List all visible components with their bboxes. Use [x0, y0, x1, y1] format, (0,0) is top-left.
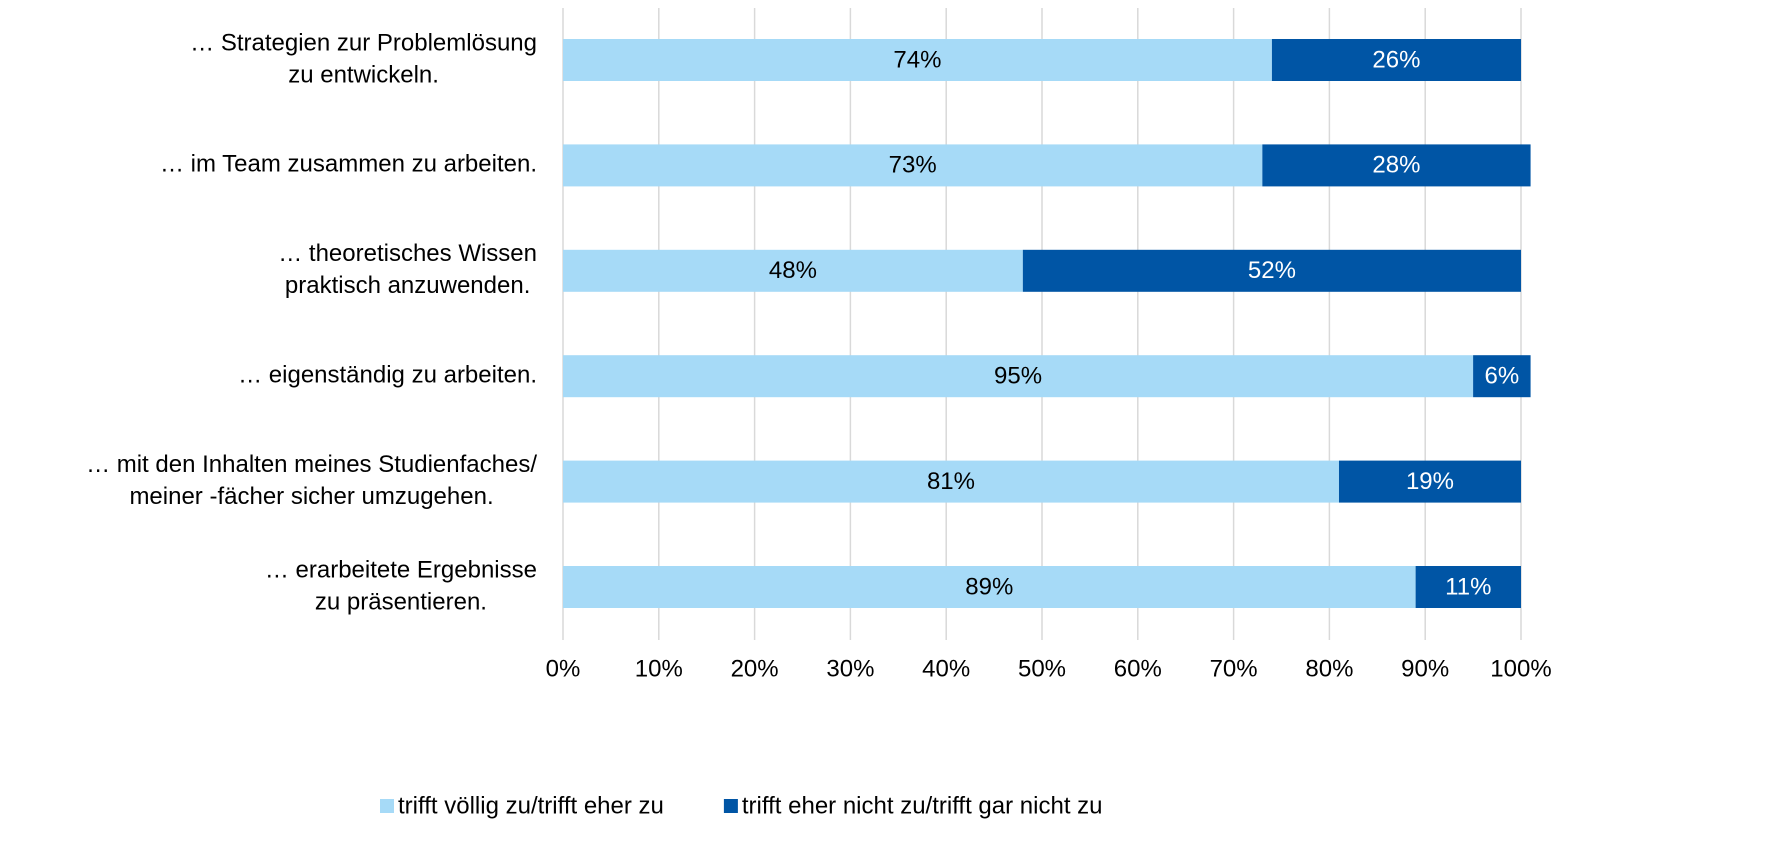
category-label-line: … im Team zusammen zu arbeiten. — [160, 151, 537, 178]
bar-segment — [563, 566, 1416, 608]
category-label-line: zu präsentieren. — [315, 588, 487, 615]
data-label: 95% — [994, 363, 1042, 390]
data-label: 26% — [1372, 46, 1420, 73]
data-label: 28% — [1372, 152, 1420, 179]
category-label: … theoretisches Wissen praktisch anzuwend… — [278, 240, 537, 299]
x-tick-label: 90% — [1401, 655, 1449, 682]
bar-segment — [1415, 566, 1521, 608]
bar-segment — [1271, 39, 1521, 81]
category-label-line: … theoretisches Wissen — [278, 240, 537, 267]
x-tick-label: 50% — [1018, 655, 1066, 682]
data-label: 89% — [965, 573, 1013, 600]
category-label: … erarbeitete Ergebnisse zu präsentieren. — [265, 556, 537, 615]
data-label: 48% — [769, 257, 817, 284]
category-label: … mit den Inhalten meines Studienfaches/… — [86, 451, 537, 510]
data-label: 6% — [1484, 363, 1519, 390]
data-label: 19% — [1406, 468, 1454, 495]
category-label-line: zu entwickeln. — [288, 61, 439, 88]
legend: trifft völlig zu/trifft eher zu trifft eh… — [380, 792, 1103, 819]
x-tick-label: 70% — [1210, 655, 1258, 682]
data-label: 74% — [893, 46, 941, 73]
bar-segment — [1338, 460, 1521, 503]
category-label-line: praktisch anzuwenden. — [285, 272, 530, 299]
x-tick-label: 80% — [1305, 655, 1353, 682]
bar-segment — [1473, 355, 1531, 398]
category-label-line: … mit den Inhalten meines Studienfaches/ — [86, 451, 537, 478]
x-tick-label: 60% — [1114, 655, 1162, 682]
x-tick-label: 10% — [635, 655, 683, 682]
x-tick-label: 20% — [731, 655, 779, 682]
data-label: 11% — [1445, 573, 1491, 600]
bar-segment — [1262, 144, 1531, 187]
category-label: … Strategien zur Problemlösung zu entwick… — [190, 29, 537, 88]
category-label: … im Team zusammen zu arbeiten. — [160, 151, 537, 178]
category-label-line: meiner -fächer sicher umzugehen. — [129, 483, 493, 510]
x-tick-label: 0% — [546, 655, 581, 682]
bar-segment — [563, 355, 1474, 398]
category-label: … eigenständig zu arbeiten. — [238, 362, 537, 389]
data-label: 52% — [1248, 257, 1296, 284]
bar-segment — [563, 39, 1272, 81]
legend-label: trifft völlig zu/trifft eher zu — [398, 792, 664, 819]
data-label: 81% — [927, 468, 975, 495]
x-tick-label: 30% — [826, 655, 874, 682]
bar-segment — [563, 249, 1023, 292]
x-tick-label: 40% — [922, 655, 970, 682]
bar-segment — [563, 144, 1263, 187]
grid — [562, 8, 1522, 640]
bar-segment — [1022, 249, 1521, 292]
category-label-line: … erarbeitete Ergebnisse — [265, 556, 537, 583]
legend-label: trifft eher nicht zu/trifft gar nicht zu — [742, 792, 1103, 819]
legend-swatch — [723, 799, 738, 813]
x-tick-label: 100% — [1490, 655, 1551, 682]
data-label: 73% — [889, 152, 937, 179]
bar-segment — [563, 460, 1339, 503]
category-label-line: … eigenständig zu arbeiten. — [238, 362, 537, 389]
legend-swatch — [380, 799, 394, 813]
category-label-line: … Strategien zur Problemlösung — [190, 29, 537, 56]
